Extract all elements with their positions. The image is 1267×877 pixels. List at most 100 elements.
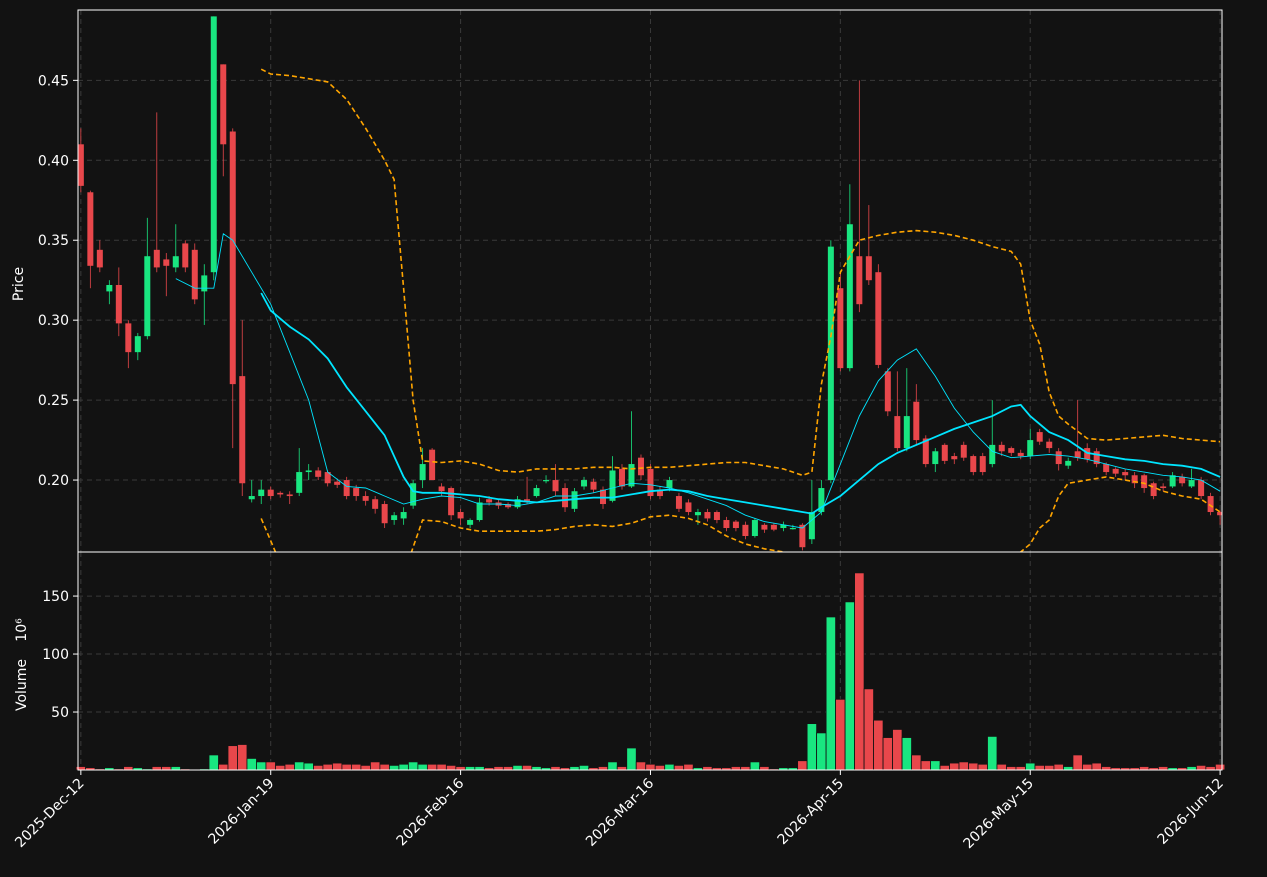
volume-bar	[464, 766, 476, 771]
grid	[78, 10, 1222, 770]
candle-body	[979, 456, 986, 473]
volume-bar	[825, 616, 837, 771]
candle-body	[286, 494, 293, 497]
candle-body	[324, 472, 331, 484]
candle-body	[134, 336, 141, 353]
candle-body	[343, 480, 350, 497]
volume-bar	[863, 688, 874, 771]
candle-body	[1065, 460, 1072, 466]
volume-bar	[1139, 766, 1150, 771]
candle-body	[476, 502, 483, 521]
candle-body	[220, 64, 227, 145]
volume-bar	[407, 761, 419, 771]
candle-body	[267, 489, 274, 497]
volume-bar	[635, 761, 647, 771]
volume-bar	[911, 754, 922, 771]
candle-body	[1169, 475, 1176, 487]
volume-bar	[426, 763, 438, 771]
volume-bar	[797, 760, 808, 771]
candle-body	[277, 492, 284, 495]
candle-body	[875, 272, 882, 365]
volume-bar	[816, 732, 827, 771]
candle-body	[1046, 441, 1053, 449]
volume-bar	[844, 601, 855, 771]
candle-body	[647, 468, 654, 497]
candle-body	[846, 224, 853, 369]
volume-bar	[854, 572, 865, 771]
indicator-line	[260, 68, 1221, 477]
volume-bar	[1034, 764, 1045, 771]
candle-body	[581, 480, 588, 487]
volume-bar	[1082, 763, 1093, 771]
volume-bar	[673, 764, 685, 771]
volume-bar	[901, 737, 912, 771]
candle-body	[372, 499, 379, 509]
volume-bar	[550, 766, 561, 771]
volume-bar	[313, 764, 324, 771]
volume-bar	[835, 698, 846, 771]
candle-body	[732, 521, 739, 529]
candle-body	[1093, 451, 1100, 465]
volume-bar	[597, 766, 609, 771]
candle-body	[628, 464, 635, 487]
candle-body	[1160, 486, 1167, 489]
candle-body	[723, 520, 730, 529]
candle-body	[315, 470, 322, 477]
volume-bar	[474, 766, 485, 771]
volume-bar	[616, 766, 628, 771]
volume-bar	[1101, 766, 1112, 771]
volume-bar	[1157, 766, 1169, 771]
volume-axis-label: Volume	[14, 659, 30, 711]
volume-bar	[949, 762, 960, 771]
volume-bar	[1091, 762, 1102, 771]
candle-body	[258, 489, 265, 497]
candle-body	[1027, 440, 1034, 457]
volume-bar	[265, 761, 276, 771]
volume-bar	[455, 766, 466, 771]
candle-body	[1198, 480, 1205, 497]
candle-body	[400, 512, 407, 519]
y-tick-label: 0.20	[38, 473, 69, 489]
candle-body	[903, 416, 910, 449]
volume-bar	[578, 764, 590, 771]
volume-bar	[654, 764, 666, 771]
candle-body	[789, 528, 796, 530]
candle-body	[922, 438, 929, 465]
candle-body	[562, 488, 569, 508]
candle-body	[514, 499, 521, 508]
candle-body	[239, 376, 246, 484]
volume-bar	[436, 763, 447, 771]
candle-body	[1188, 480, 1195, 487]
y-tick-label: 0.40	[38, 153, 69, 169]
volume-bar	[1063, 766, 1074, 771]
candle-body	[248, 496, 255, 500]
indicator-line	[260, 292, 1221, 515]
candle-body	[448, 488, 455, 516]
price-pane	[78, 16, 1222, 552]
candle-body	[153, 249, 160, 268]
y-tick-label: 0.45	[38, 73, 69, 89]
candle-body	[457, 512, 464, 519]
candle-body	[808, 512, 815, 540]
candle-body	[1207, 496, 1214, 513]
candle-body	[296, 472, 303, 493]
candle-body	[381, 504, 388, 524]
volume-bar	[968, 762, 979, 771]
candle-body	[704, 512, 711, 519]
volume-bar	[1186, 766, 1197, 771]
candle-body	[125, 323, 132, 353]
candle-body	[1179, 476, 1186, 484]
volume-bar	[1214, 763, 1226, 771]
candle-body	[201, 275, 208, 292]
volume-bar	[939, 764, 950, 771]
volume-bar	[1053, 763, 1064, 771]
candle-body	[419, 464, 426, 481]
candle-body	[524, 499, 531, 501]
candle-body	[951, 456, 958, 460]
candle-body	[467, 520, 474, 525]
volume-bar	[246, 758, 257, 771]
candle-body	[182, 243, 189, 268]
candle-body	[685, 502, 692, 513]
volume-bar	[626, 747, 637, 771]
